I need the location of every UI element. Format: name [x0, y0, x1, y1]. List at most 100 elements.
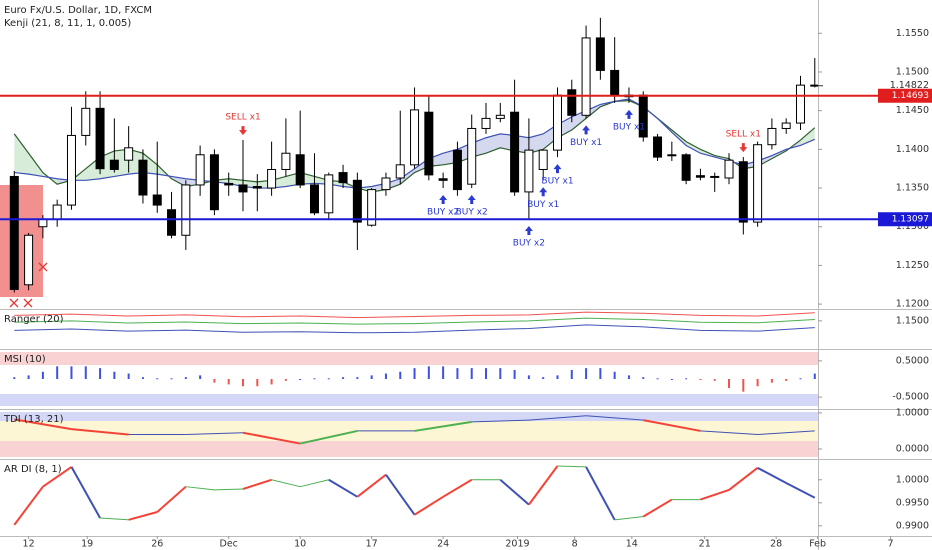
- level-label: 1.14693: [892, 91, 929, 101]
- candle-body: [167, 209, 177, 236]
- candle-body: [252, 186, 262, 189]
- histogram-bar: [556, 375, 559, 379]
- candle-body: [410, 109, 420, 166]
- histogram-bar: [656, 378, 659, 380]
- histogram-bar: [670, 379, 673, 380]
- candle-body: [781, 122, 791, 129]
- buy-arrow: [553, 164, 562, 174]
- indicator-segment: [356, 473, 387, 498]
- candle-body: [610, 69, 620, 96]
- x-tick-label: 21: [699, 539, 711, 550]
- candle-body: [767, 127, 777, 146]
- sell-arrow: [739, 143, 748, 153]
- candle-body: [24, 234, 34, 286]
- y-tick-label: 0.9950: [896, 497, 929, 508]
- candle-body: [395, 164, 405, 179]
- histogram-bar: [84, 366, 87, 379]
- candle-body: [724, 159, 734, 179]
- indicator-segment: [785, 482, 816, 499]
- candle-body: [795, 84, 805, 124]
- histogram-bar: [542, 377, 545, 379]
- kenji-cloud: [800, 127, 815, 146]
- indicator-segment: [385, 474, 416, 516]
- candle-body: [181, 184, 191, 236]
- histogram-bar: [141, 377, 144, 379]
- candle-body: [495, 114, 505, 119]
- indicator-segment: [14, 418, 72, 431]
- kenji-line: [14, 98, 816, 189]
- kenji-cloud: [486, 133, 501, 154]
- candle-body: [552, 94, 562, 151]
- x-tick-label: 19: [81, 539, 93, 550]
- histogram-bar: [427, 366, 430, 379]
- candle-body: [452, 149, 462, 191]
- histogram-bar: [499, 368, 502, 379]
- y-tick-label: 1.1300: [896, 221, 929, 232]
- buy-label: BUY x1: [570, 138, 602, 148]
- level-label-box: [878, 88, 932, 103]
- buy-arrow: [524, 226, 533, 236]
- indicator-segment: [156, 485, 187, 513]
- x-tick-label: 17: [366, 539, 378, 550]
- kenji-cloud: [686, 141, 701, 154]
- x-tick-label: 12: [23, 539, 35, 550]
- histogram-bar: [627, 375, 630, 379]
- sell-label: SELL x1: [726, 130, 761, 140]
- histogram-bar: [313, 378, 316, 380]
- x-tick-label: 7: [888, 539, 894, 550]
- y-tick-label: -0.5000: [892, 392, 929, 403]
- histogram-bar: [527, 375, 530, 379]
- x-tick-label: Feb: [809, 539, 826, 550]
- y-tick-label: 1.1450: [896, 105, 929, 116]
- histogram-bar: [742, 379, 745, 392]
- indicator-segment: [271, 479, 301, 488]
- buy-label: BUY x1: [541, 177, 573, 187]
- candle-body: [424, 111, 434, 176]
- candle-body: [810, 84, 818, 87]
- indicator-segment: [42, 466, 73, 488]
- indicator-segment: [70, 466, 101, 519]
- candle-body: [738, 161, 748, 223]
- candle-body: [238, 184, 248, 193]
- candle-body: [667, 154, 677, 157]
- histogram-bar: [513, 369, 516, 379]
- indicator-segment: [700, 430, 758, 436]
- msi-upper-band: [0, 352, 818, 365]
- indicator-segment: [528, 465, 559, 506]
- candle-body: [309, 184, 319, 214]
- candle-body: [710, 175, 720, 178]
- indicator-segment: [414, 420, 472, 432]
- histogram-bar: [685, 378, 688, 380]
- histogram-bar: [413, 368, 416, 379]
- histogram-bar: [327, 378, 330, 380]
- buy-arrow: [582, 125, 591, 135]
- candle-body: [367, 189, 377, 226]
- candle-body: [195, 154, 205, 186]
- level-label: 1.13097: [892, 215, 929, 225]
- x-tick-label: 28: [770, 539, 782, 550]
- y-tick-label: 1.1500: [896, 315, 929, 326]
- histogram-bar: [113, 371, 116, 379]
- indicator-segment: [585, 466, 616, 521]
- histogram-bar: [599, 368, 602, 379]
- candle-body: [753, 144, 763, 223]
- candle-body: [681, 154, 691, 181]
- histogram-bar: [370, 375, 373, 379]
- candle-body: [138, 159, 148, 196]
- candle-body: [352, 179, 362, 223]
- indicator-line: [14, 311, 815, 319]
- histogram-bar: [585, 368, 588, 379]
- sell-label: SELL x1: [225, 113, 260, 123]
- histogram-bar: [356, 377, 359, 379]
- tdi-upper-band: [0, 412, 818, 421]
- candle-body: [224, 182, 234, 186]
- candle-body: [295, 154, 305, 186]
- last-price-label: 1.14822: [890, 80, 929, 91]
- indicator-segment: [557, 465, 587, 468]
- buy-label: BUY x1: [527, 200, 559, 210]
- chart-title: Euro Fx/U.S. Dollar, 1D, FXCM: [4, 5, 152, 16]
- x-tick-label: 2019: [505, 539, 529, 550]
- buy-label: BUY x2: [427, 208, 459, 218]
- candle-body: [267, 168, 277, 189]
